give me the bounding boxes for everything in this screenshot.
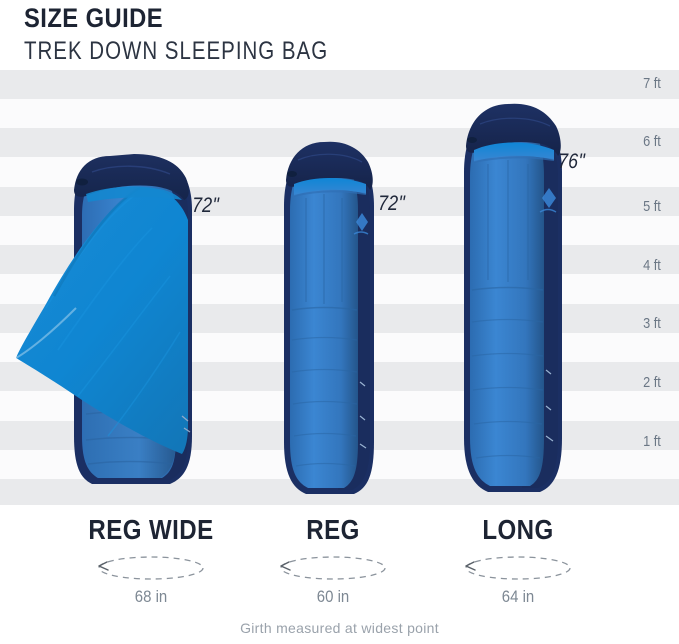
size-block-reg: REG 60 in: [250, 516, 416, 607]
hood-stitch: [91, 165, 171, 175]
brand-logo-icon: [542, 188, 556, 208]
length-callout-long: 76": [557, 150, 586, 173]
chest-baffles: [305, 194, 343, 304]
length-callout-reg: 72": [377, 192, 406, 215]
scale-tick-6ft: 6 ft: [643, 133, 661, 150]
scale-tick-7ft: 7 ft: [643, 75, 661, 92]
brand-logo-icon: [356, 213, 368, 231]
bag-hood: [286, 141, 373, 190]
zipper-pull-icon: [181, 415, 191, 433]
scale-band: [0, 70, 679, 99]
girth-value-reg-wide: 68 in: [134, 587, 168, 606]
reg-wide-bag-svg: [15, 154, 192, 484]
page-title: SIZE GUIDE: [24, 3, 164, 33]
bag-illustration-reg-wide: 72": [12, 136, 234, 508]
brand-logo-swoosh: [539, 208, 557, 213]
page-subtitle: TREK DOWN SLEEPING BAG: [24, 36, 329, 65]
hood-drawcord: [76, 178, 88, 186]
bag-illustration-reg: 72": [268, 132, 406, 510]
size-name-reg-wide: REG WIDE: [88, 514, 214, 545]
scale-tick-1ft: 1 ft: [643, 433, 661, 450]
size-name-reg: REG: [306, 514, 360, 545]
bag-hood: [466, 103, 561, 156]
flap-fold-lines: [45, 195, 181, 437]
girth-arrow-icon-reg: [280, 556, 386, 580]
bag-baffles: [291, 336, 358, 467]
bag-body: [290, 156, 358, 488]
bag-hood: [74, 154, 189, 200]
hood-lining: [294, 178, 366, 196]
hood-stitch: [479, 117, 551, 127]
hood-drawcord: [287, 171, 297, 177]
scale-tick-5ft: 5 ft: [643, 198, 661, 215]
waist-seam: [471, 286, 544, 291]
height-scale-chart: 7 ft 6 ft 5 ft 4 ft 3 ft 2 ft 1 ft: [0, 70, 679, 505]
chest-baffles: [487, 160, 529, 282]
size-name-long: LONG: [482, 514, 554, 545]
girth-arrow-icon-long: [465, 556, 571, 580]
collar-seam: [293, 190, 367, 197]
flap-edge-highlight: [15, 307, 77, 359]
hood-lining: [86, 186, 182, 202]
bag-illustration-long: 76": [448, 94, 586, 510]
scale-tick-4ft: 4 ft: [643, 257, 661, 274]
size-block-long: LONG 64 in: [434, 516, 602, 607]
zipper-pull-icon: [359, 381, 367, 449]
hood-drawcord: [467, 137, 477, 143]
size-block-reg-wide: REG WIDE 68 in: [58, 516, 244, 607]
girth-value-long: 64 in: [501, 587, 535, 606]
girth-arrow-icon-reg-wide: [98, 556, 204, 580]
zipper-pull-icon: [545, 369, 554, 442]
length-callout-reg-wide: 72": [191, 194, 220, 217]
waist-seam: [291, 306, 358, 311]
scale-band: [0, 99, 679, 128]
hood-lining: [474, 142, 554, 162]
collar-seam: [473, 156, 555, 163]
header: SIZE GUIDE TREK DOWN SLEEPING BAG: [24, 3, 395, 65]
reg-bag-svg: [284, 141, 374, 494]
footnote: Girth measured at widest point: [240, 620, 439, 636]
bag-baffles: [471, 318, 544, 459]
scale-tick-2ft: 2 ft: [643, 374, 661, 391]
scale-tick-3ft: 3 ft: [643, 315, 661, 332]
bag-body: [470, 118, 544, 486]
hood-stitch: [297, 153, 363, 163]
girth-value-reg: 60 in: [316, 587, 350, 606]
long-bag-svg: [464, 103, 562, 492]
bag-open-flap: [16, 187, 188, 454]
brand-logo-swoosh: [353, 231, 369, 235]
